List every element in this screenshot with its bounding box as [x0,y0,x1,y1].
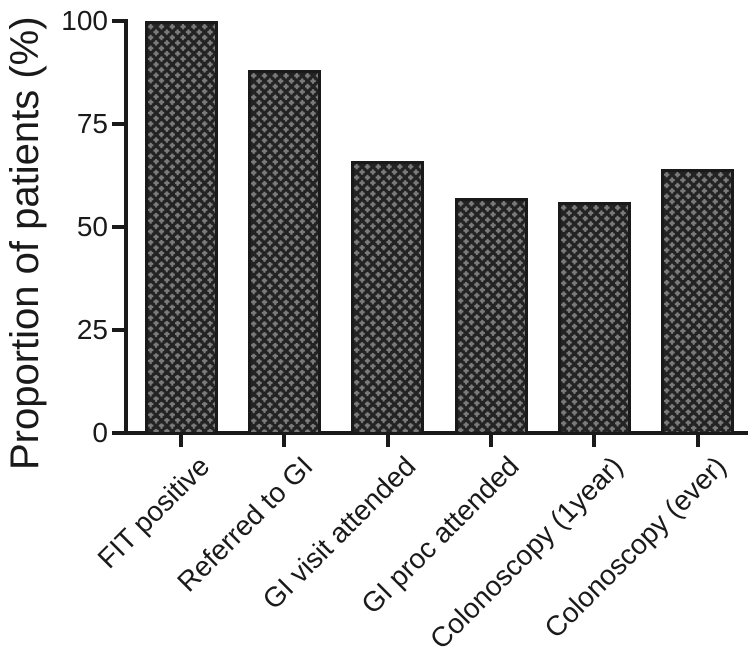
y-tick-label: 0 [92,417,108,448]
bar-colonoscopy-ever [661,169,735,435]
x-tick [695,435,700,447]
bar-referred-to-gi [247,70,321,435]
x-axis-line [124,431,748,435]
y-tick [112,225,125,229]
bar-gi-visit-attended [351,161,425,435]
y-tick [112,328,125,332]
x-tick-label-colonoscopy-1year: Colonoscopy (1year) [424,450,629,655]
x-tick [282,435,287,447]
bar-gi-proc-attended [454,198,528,435]
x-tick [592,435,597,447]
y-tick-label: 50 [76,211,108,242]
y-axis-title: Proportion of patients (%) [3,16,47,470]
bar-fit-positive [144,21,218,435]
x-tick [385,435,390,447]
x-tick [179,435,183,447]
y-tick [112,122,125,126]
y-tick [112,431,125,435]
y-tick [112,19,125,23]
x-tick-label-colonoscopy-ever: Colonoscopy (ever) [538,450,732,644]
y-axis-line [124,19,128,435]
bar-colonoscopy-1year [557,202,631,435]
x-tick [489,435,494,447]
y-tick-label: 25 [76,314,108,345]
y-tick-label: 75 [76,108,108,139]
y-tick-label: 100 [61,5,108,36]
